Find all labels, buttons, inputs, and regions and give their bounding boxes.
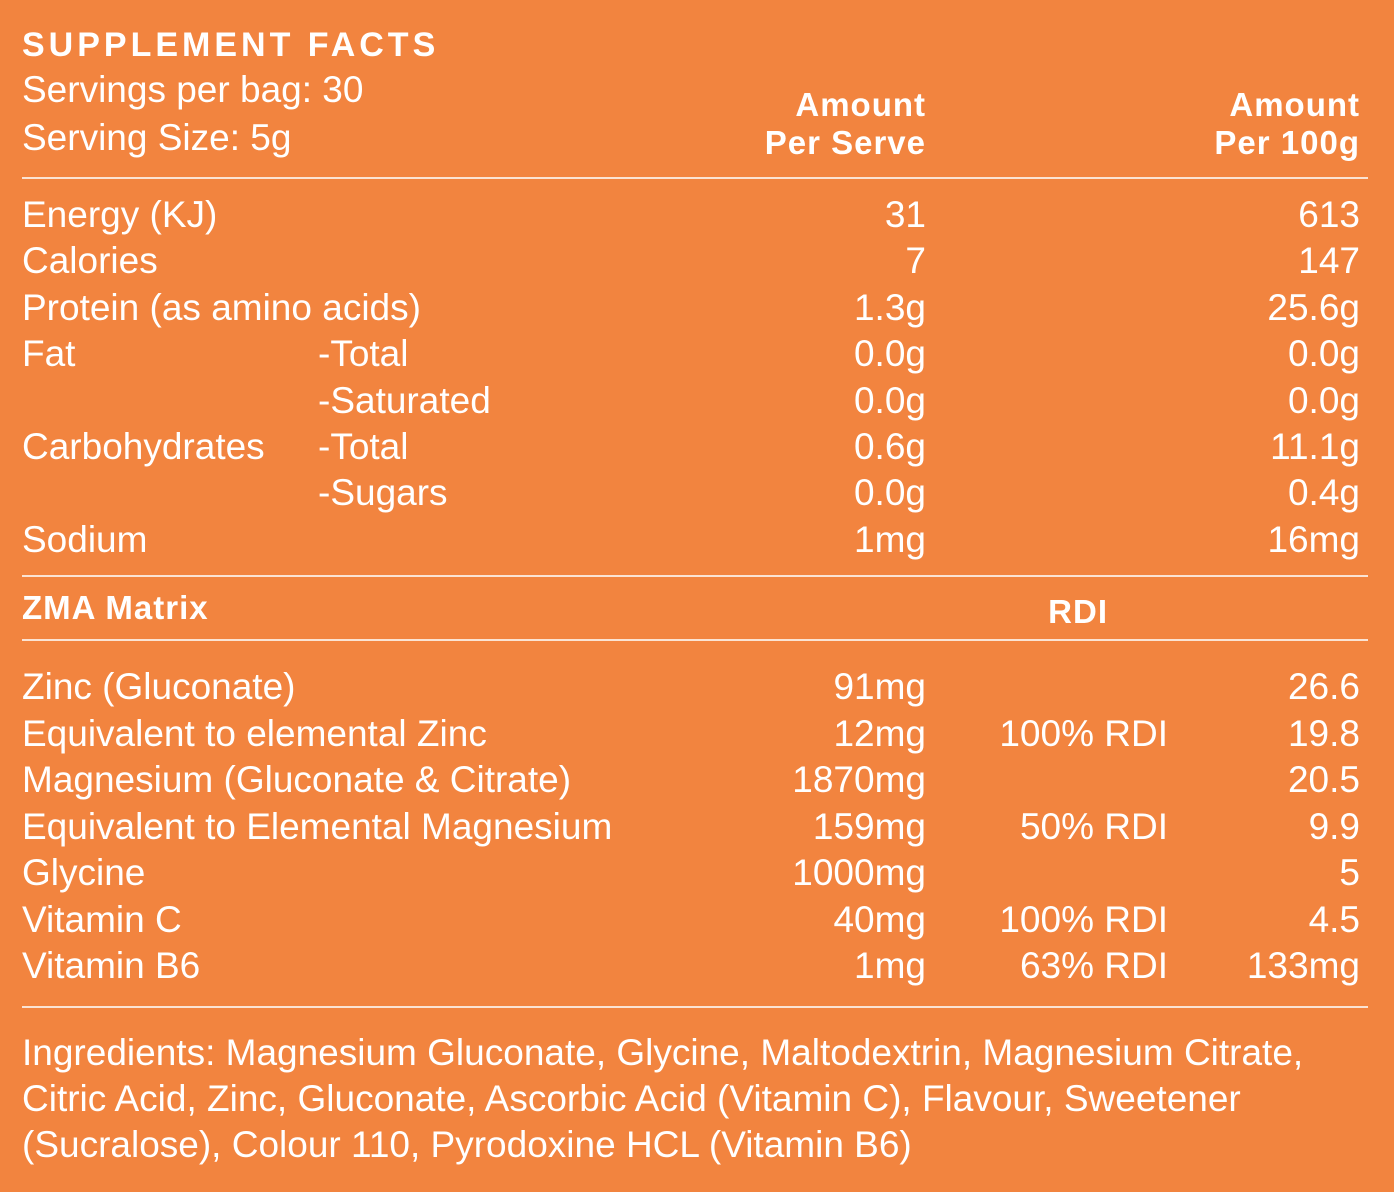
ingredient-value: 20.5: [1287, 759, 1360, 800]
divider: [22, 575, 1368, 577]
rdi-percent: 50% RDI: [1019, 805, 1168, 847]
ingredient-name: Glycine: [22, 852, 146, 893]
nutrient-name: Protein (as amino acids): [22, 286, 421, 328]
divider: [22, 639, 1368, 641]
column-header: Amount: [1229, 86, 1360, 123]
ingredients-line: Ingredients: Magnesium Gluconate, Glycin…: [22, 1032, 1304, 1073]
column-header: Per 100g: [1214, 124, 1360, 161]
nutrient-name: Calories: [22, 240, 158, 282]
rdi-header: RDI: [1048, 593, 1108, 630]
ingredient-value: 26.6: [1287, 666, 1360, 707]
nutrient-sub: -Sugars: [318, 472, 448, 514]
ingredient-name: Magnesium (Gluconate & Citrate): [22, 759, 572, 800]
nutrient-sub: -Total: [318, 426, 409, 467]
ingredient-amount: 12mg: [833, 712, 926, 754]
amount-per-100g: 25.6g: [1267, 286, 1360, 328]
ingredient-value: 9.9: [1308, 805, 1360, 847]
ingredient-value: 4.5: [1308, 898, 1360, 940]
nutrient-name: Carbohydrates: [22, 426, 265, 467]
ingredient-name: Zinc (Gluconate): [22, 666, 296, 707]
divider: [22, 177, 1368, 179]
amount-per-serve: 0.6g: [853, 426, 926, 467]
amount-per-serve: 1.3g: [853, 286, 926, 328]
ingredient-amount: 159mg: [812, 805, 926, 847]
ingredients-line: Citric Acid, Zinc, Gluconate, Ascorbic A…: [22, 1078, 1241, 1119]
amount-per-100g: 0.4g: [1287, 472, 1360, 514]
rdi-percent: 100% RDI: [999, 898, 1168, 940]
ingredient-amount: 91mg: [833, 666, 926, 707]
title: SUPPLEMENT FACTS: [22, 26, 440, 64]
ingredient-amount: 1870mg: [792, 759, 926, 800]
amount-per-100g: 147: [1298, 240, 1360, 282]
servings: Servings per bag: 30: [22, 69, 364, 110]
ingredient-name: Equivalent to Elemental Magnesium: [22, 805, 613, 847]
ingredient-amount: 1mg: [854, 945, 926, 986]
rdi-percent: 63% RDI: [1019, 945, 1168, 986]
ingredient-value: 133mg: [1246, 945, 1360, 986]
serving-size: Serving Size: 5g: [22, 117, 292, 158]
ingredient-value: 5: [1339, 852, 1360, 893]
amount-per-serve: 31: [884, 194, 926, 235]
rdi-percent: 100% RDI: [999, 712, 1168, 754]
ingredient-name: Vitamin B6: [22, 945, 201, 986]
amount-per-100g: 16mg: [1267, 518, 1360, 560]
nutrient-name: Energy (KJ): [22, 194, 218, 235]
amount-per-serve: 0.0g: [853, 472, 926, 514]
divider: [22, 1006, 1368, 1008]
ingredient-amount: 1000mg: [792, 852, 926, 893]
nutrient-name: Sodium: [22, 518, 148, 560]
ingredients-line: (Sucralose), Colour 110, Pyrodoxine HCL …: [22, 1124, 912, 1165]
amount-per-100g: 0.0g: [1287, 333, 1360, 375]
nutrient-sub: -Saturated: [318, 379, 491, 421]
column-header: Amount: [795, 86, 926, 123]
ingredient-name: Vitamin C: [22, 898, 182, 940]
nutrient-name: Fat: [22, 333, 76, 375]
amount-per-serve: 0.0g: [853, 379, 926, 421]
amount-per-serve: 0.0g: [853, 333, 926, 375]
nutrient-sub: -Total: [318, 333, 409, 375]
amount-per-serve: 1mg: [854, 518, 926, 560]
ingredient-value: 19.8: [1287, 712, 1360, 754]
section-title: ZMA Matrix: [22, 589, 209, 626]
ingredient-amount: 40mg: [833, 898, 926, 940]
column-header: Per Serve: [764, 124, 926, 161]
amount-per-100g: 0.0g: [1287, 379, 1360, 421]
amount-per-serve: 7: [905, 240, 926, 282]
amount-per-100g: 11.1g: [1270, 426, 1360, 467]
ingredient-name: Equivalent to elemental Zinc: [22, 712, 487, 754]
amount-per-100g: 613: [1298, 194, 1360, 235]
